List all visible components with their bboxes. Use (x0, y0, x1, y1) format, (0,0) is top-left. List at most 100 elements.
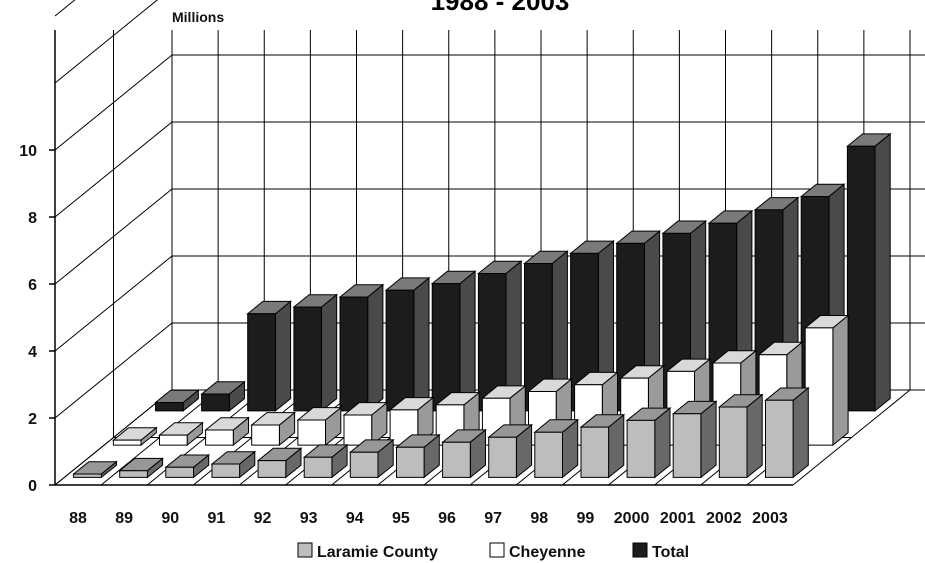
legend-swatch (297, 542, 313, 558)
x-tick-label: 95 (392, 510, 410, 527)
legend-swatch (632, 542, 648, 558)
x-tick-label: 90 (161, 510, 179, 527)
y-tick-label: 8 (28, 210, 37, 227)
bar-side (413, 276, 430, 412)
y-tick-label: 6 (28, 277, 37, 294)
bar-front (804, 327, 834, 446)
bar-front (580, 426, 610, 478)
bar-front (846, 145, 876, 412)
bar-total-95 (476, 260, 523, 412)
bar-front (672, 413, 702, 478)
bar-cheyenne-91 (250, 411, 297, 447)
bar-total-2003 (845, 132, 892, 412)
bar-front (339, 296, 369, 412)
x-tick-label: 91 (208, 510, 226, 527)
bar-side (321, 293, 338, 412)
legend-label: Laramie County (317, 544, 438, 561)
bar-laramie-county-2003 (764, 386, 810, 479)
x-tick-label: 97 (484, 510, 502, 527)
bar-laramie-county-91 (210, 450, 257, 479)
bar-laramie-county-92 (256, 447, 303, 479)
x-tick-label: 2003 (752, 510, 788, 527)
bar-side (792, 386, 809, 479)
bar-front (431, 283, 461, 412)
bar-total-92 (338, 283, 385, 412)
bar-side (832, 314, 849, 447)
bar-side (746, 393, 763, 479)
x-tick-label: 88 (69, 510, 87, 527)
bar-cheyenne-90 (204, 416, 250, 447)
bar-front (201, 393, 230, 412)
legend: Laramie County Cheyenne Total (297, 542, 689, 561)
bar-laramie-county-88 (72, 460, 118, 479)
bar-laramie-county-95 (395, 433, 441, 479)
bar-front (718, 406, 748, 478)
bar-laramie-county-96 (441, 428, 487, 479)
bar-total-89 (200, 380, 246, 412)
bar-front (442, 441, 471, 478)
bars (72, 132, 892, 479)
bar-cheyenne-89 (158, 421, 204, 447)
bar-laramie-county-90 (164, 453, 211, 479)
bar-total-91 (292, 293, 339, 412)
bar-laramie-county-89 (118, 457, 165, 479)
bar-front (765, 399, 794, 478)
x-tick-label: 98 (530, 510, 548, 527)
bar-side (367, 283, 384, 412)
bar-laramie-county-94 (348, 438, 395, 479)
bar-front (297, 419, 326, 446)
chart-title: 1988 - 2003 (431, 0, 570, 16)
bar-total-97 (569, 240, 615, 412)
y-axis-label: Millions (172, 9, 224, 25)
x-tick-label: 2002 (706, 510, 742, 527)
x-tick-label: 99 (577, 510, 595, 527)
x-tick-label: 92 (254, 510, 272, 527)
bar-front (349, 451, 379, 478)
bar-front (534, 431, 563, 478)
bar-cheyenne-88 (111, 426, 158, 447)
bar-cheyenne-93 (342, 401, 389, 447)
bar-front (257, 460, 287, 478)
x-tick-label: 2000 (614, 510, 650, 527)
bar-side (874, 132, 891, 412)
y-tick-label: 4 (28, 344, 37, 361)
legend-label: Cheyenne (509, 544, 586, 561)
bar-total-93 (384, 276, 431, 412)
bar-laramie-county-2001 (671, 400, 718, 479)
bar-cheyenne-2003 (803, 314, 850, 447)
bar-front (155, 402, 184, 412)
bar-side (274, 300, 292, 412)
bar-laramie-county-99 (579, 413, 626, 479)
bar-cheyenne-92 (296, 406, 343, 447)
legend-swatch (489, 542, 505, 558)
bar-front (112, 439, 142, 446)
y-tick-label: 0 (28, 478, 37, 495)
bar-total-94 (430, 270, 477, 412)
bar-front (205, 429, 234, 446)
legend-label: Total (652, 544, 689, 561)
bar-total-90 (246, 300, 293, 412)
x-tick-label: 2001 (660, 510, 696, 527)
bar-front (251, 424, 280, 446)
bar-front (73, 473, 102, 478)
bar-front (293, 306, 322, 412)
bar-laramie-county-97 (487, 423, 534, 479)
bar-total-96 (523, 250, 569, 412)
bar-laramie-county-2002 (717, 393, 764, 479)
bar-cheyenne-95 (434, 391, 481, 447)
bar-front (488, 436, 517, 478)
y-tick-label: 10 (19, 143, 37, 160)
x-tick-label: 96 (438, 510, 456, 527)
axes: 0 2 4 6 8 10 88 89 90 91 92 93 94 95 96 97 98 99 2000 2001 2… (19, 30, 793, 527)
y-tick-label: 2 (28, 411, 37, 428)
bar-side (700, 400, 717, 479)
bar-front (211, 463, 241, 478)
bar-laramie-county-98 (533, 418, 580, 479)
bar-front (247, 313, 276, 412)
bar-total-88 (154, 389, 200, 412)
bar-front (626, 419, 656, 478)
x-tick-label: 93 (300, 510, 318, 527)
bar-front (385, 289, 415, 412)
bar-front (396, 446, 425, 478)
x-tick-label: 94 (346, 510, 364, 527)
